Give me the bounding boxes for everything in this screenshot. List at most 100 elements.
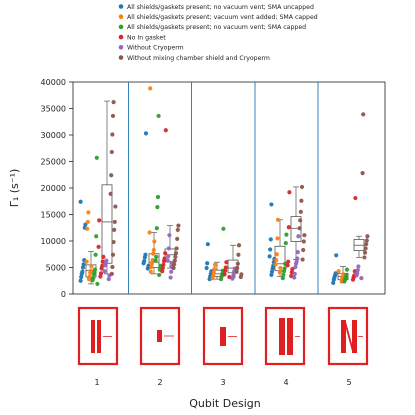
- data-point: [92, 267, 98, 272]
- data-point: [94, 234, 99, 239]
- data-point: [292, 275, 297, 280]
- y-tick-label: 35000: [41, 105, 66, 114]
- legend-label: No In gasket: [127, 34, 166, 41]
- data-point: [295, 250, 300, 255]
- data-point: [81, 262, 86, 267]
- data-point: [156, 113, 161, 119]
- data-point: [153, 258, 158, 263]
- x-axis: 1 2 3 4 5: [94, 378, 351, 387]
- data-point: [167, 233, 172, 238]
- data-point: [160, 269, 165, 274]
- y-tick-label: 30000: [41, 131, 66, 140]
- data-point: [149, 261, 155, 266]
- data-point: [97, 218, 102, 223]
- data-point: [223, 265, 228, 270]
- y-tick-label: 20000: [41, 184, 66, 193]
- data-point: [161, 262, 166, 267]
- data-point: [296, 234, 301, 239]
- data-point: [96, 244, 101, 249]
- qubit-diagram-5: [327, 306, 369, 366]
- data-point: [277, 270, 282, 275]
- data-point: [172, 258, 177, 263]
- data-point: [365, 234, 370, 239]
- data-point: [224, 260, 229, 265]
- data-point: [235, 265, 240, 271]
- data-point: [269, 272, 274, 278]
- x-tick-label: 3: [220, 378, 225, 387]
- data-point: [166, 246, 171, 251]
- data-point: [274, 257, 279, 263]
- data-point: [93, 252, 98, 257]
- data-point: [363, 246, 368, 251]
- data-point: [78, 199, 83, 204]
- data-point: [149, 264, 154, 270]
- data-point: [78, 278, 83, 283]
- legend-marker: [118, 4, 124, 9]
- data-point: [110, 113, 116, 119]
- x-tick-label: 1: [94, 378, 99, 387]
- x-axis-label: Qubit Design: [189, 397, 260, 410]
- data-point: [106, 277, 111, 282]
- data-point: [285, 263, 290, 268]
- qubit-diagram-2: [139, 306, 181, 366]
- data-point: [360, 171, 365, 176]
- data-point: [231, 272, 236, 278]
- data-point: [112, 219, 117, 225]
- data-point: [157, 272, 162, 278]
- legend-marker: [118, 34, 124, 40]
- data-point: [147, 230, 152, 235]
- data-point: [109, 173, 114, 178]
- data-point: [362, 255, 367, 260]
- data-point: [301, 239, 306, 244]
- legend-label: All shields/gaskets present; no vacuum v…: [127, 4, 314, 11]
- data-point: [269, 269, 275, 274]
- data-point: [79, 274, 84, 280]
- data-point: [355, 268, 360, 273]
- legend-marker: [118, 14, 124, 19]
- data-point: [142, 259, 147, 264]
- data-point: [165, 258, 170, 263]
- data-point: [361, 112, 366, 117]
- data-point: [111, 239, 116, 245]
- data-point: [176, 223, 181, 228]
- data-points: [78, 86, 370, 287]
- data-point: [160, 265, 165, 271]
- data-point: [286, 259, 291, 264]
- data-point: [234, 269, 239, 274]
- qubit-diagram-3: [202, 306, 244, 366]
- data-point: [109, 149, 114, 155]
- data-point: [110, 132, 115, 137]
- data-point: [89, 264, 94, 269]
- data-point: [299, 184, 305, 190]
- data-point: [336, 269, 341, 274]
- y-tick-label: 10000: [41, 237, 66, 246]
- data-point: [293, 264, 298, 270]
- data-point: [364, 242, 369, 247]
- data-point: [173, 254, 178, 259]
- legend-marker: [118, 24, 124, 30]
- data-point: [294, 259, 299, 264]
- data-point: [110, 252, 116, 257]
- y-tick-label: 25000: [41, 158, 66, 167]
- data-point: [86, 210, 91, 215]
- data-point: [151, 251, 156, 256]
- y-tick-label: 5000: [46, 264, 66, 273]
- data-point: [175, 236, 180, 241]
- data-point: [211, 273, 216, 278]
- data-point: [298, 209, 303, 214]
- data-point: [155, 194, 161, 200]
- data-point: [284, 232, 289, 237]
- x-tick-label: 2: [157, 378, 162, 387]
- data-point: [268, 237, 273, 242]
- data-point: [162, 256, 167, 261]
- data-point: [163, 128, 168, 133]
- data-point: [268, 247, 273, 252]
- data-point: [212, 266, 217, 272]
- data-point: [171, 265, 176, 271]
- data-point: [333, 271, 338, 276]
- data-point: [84, 259, 89, 264]
- data-point: [166, 254, 171, 259]
- y-tick-label: 15000: [41, 211, 66, 220]
- data-point: [172, 262, 177, 267]
